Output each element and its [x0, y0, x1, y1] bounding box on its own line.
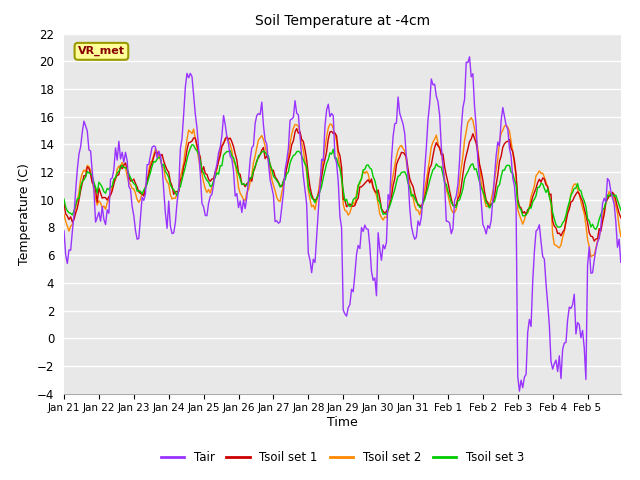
Tair [183, 71, 191, 76]
Tsoil set 3 [524, 209, 532, 215]
Tsoil set 1 [293, 126, 301, 132]
Tsoil set 3 [228, 153, 236, 159]
Tsoil set 3 [374, 197, 382, 203]
Tsoil set 1 [590, 238, 598, 244]
Tsoil set 2 [524, 210, 532, 216]
Tsoil set 3 [183, 156, 191, 162]
Text: VR_met: VR_met [78, 46, 125, 57]
Line: Tsoil set 3: Tsoil set 3 [64, 145, 621, 229]
Tsoil set 1 [524, 207, 532, 213]
Tsoil set 3 [517, 207, 525, 213]
Tsoil set 1 [67, 214, 74, 220]
Tsoil set 3 [67, 210, 74, 216]
Tair [466, 54, 474, 60]
Tair [67, 247, 74, 253]
Title: Soil Temperature at -4cm: Soil Temperature at -4cm [255, 14, 430, 28]
Tsoil set 2 [467, 115, 475, 120]
Line: Tsoil set 1: Tsoil set 1 [64, 129, 621, 241]
X-axis label: Time: Time [327, 416, 358, 429]
Line: Tsoil set 2: Tsoil set 2 [64, 118, 621, 257]
Y-axis label: Temperature (C): Temperature (C) [19, 163, 31, 264]
Tsoil set 2 [617, 233, 625, 239]
Tsoil set 2 [183, 137, 191, 143]
Tsoil set 2 [67, 223, 74, 229]
Tair [372, 293, 380, 299]
Tsoil set 1 [374, 187, 382, 193]
Tsoil set 1 [517, 205, 525, 211]
Tsoil set 2 [227, 142, 234, 147]
Tair [525, 317, 533, 323]
Tsoil set 1 [617, 215, 625, 221]
Tsoil set 1 [227, 135, 234, 141]
Tair [617, 260, 625, 265]
Tsoil set 3 [592, 227, 600, 232]
Tsoil set 2 [372, 192, 380, 198]
Tair [227, 153, 234, 159]
Tair [516, 388, 524, 394]
Tsoil set 1 [60, 201, 68, 206]
Tsoil set 3 [617, 207, 625, 213]
Tsoil set 1 [183, 147, 191, 153]
Tair [60, 228, 68, 234]
Tsoil set 3 [188, 142, 196, 148]
Tsoil set 2 [517, 216, 525, 222]
Tsoil set 2 [60, 212, 68, 217]
Tsoil set 2 [587, 254, 595, 260]
Legend: Tair, Tsoil set 1, Tsoil set 2, Tsoil set 3: Tair, Tsoil set 1, Tsoil set 2, Tsoil se… [156, 446, 529, 469]
Line: Tair: Tair [64, 57, 621, 391]
Tair [519, 385, 527, 391]
Tsoil set 3 [60, 196, 68, 202]
